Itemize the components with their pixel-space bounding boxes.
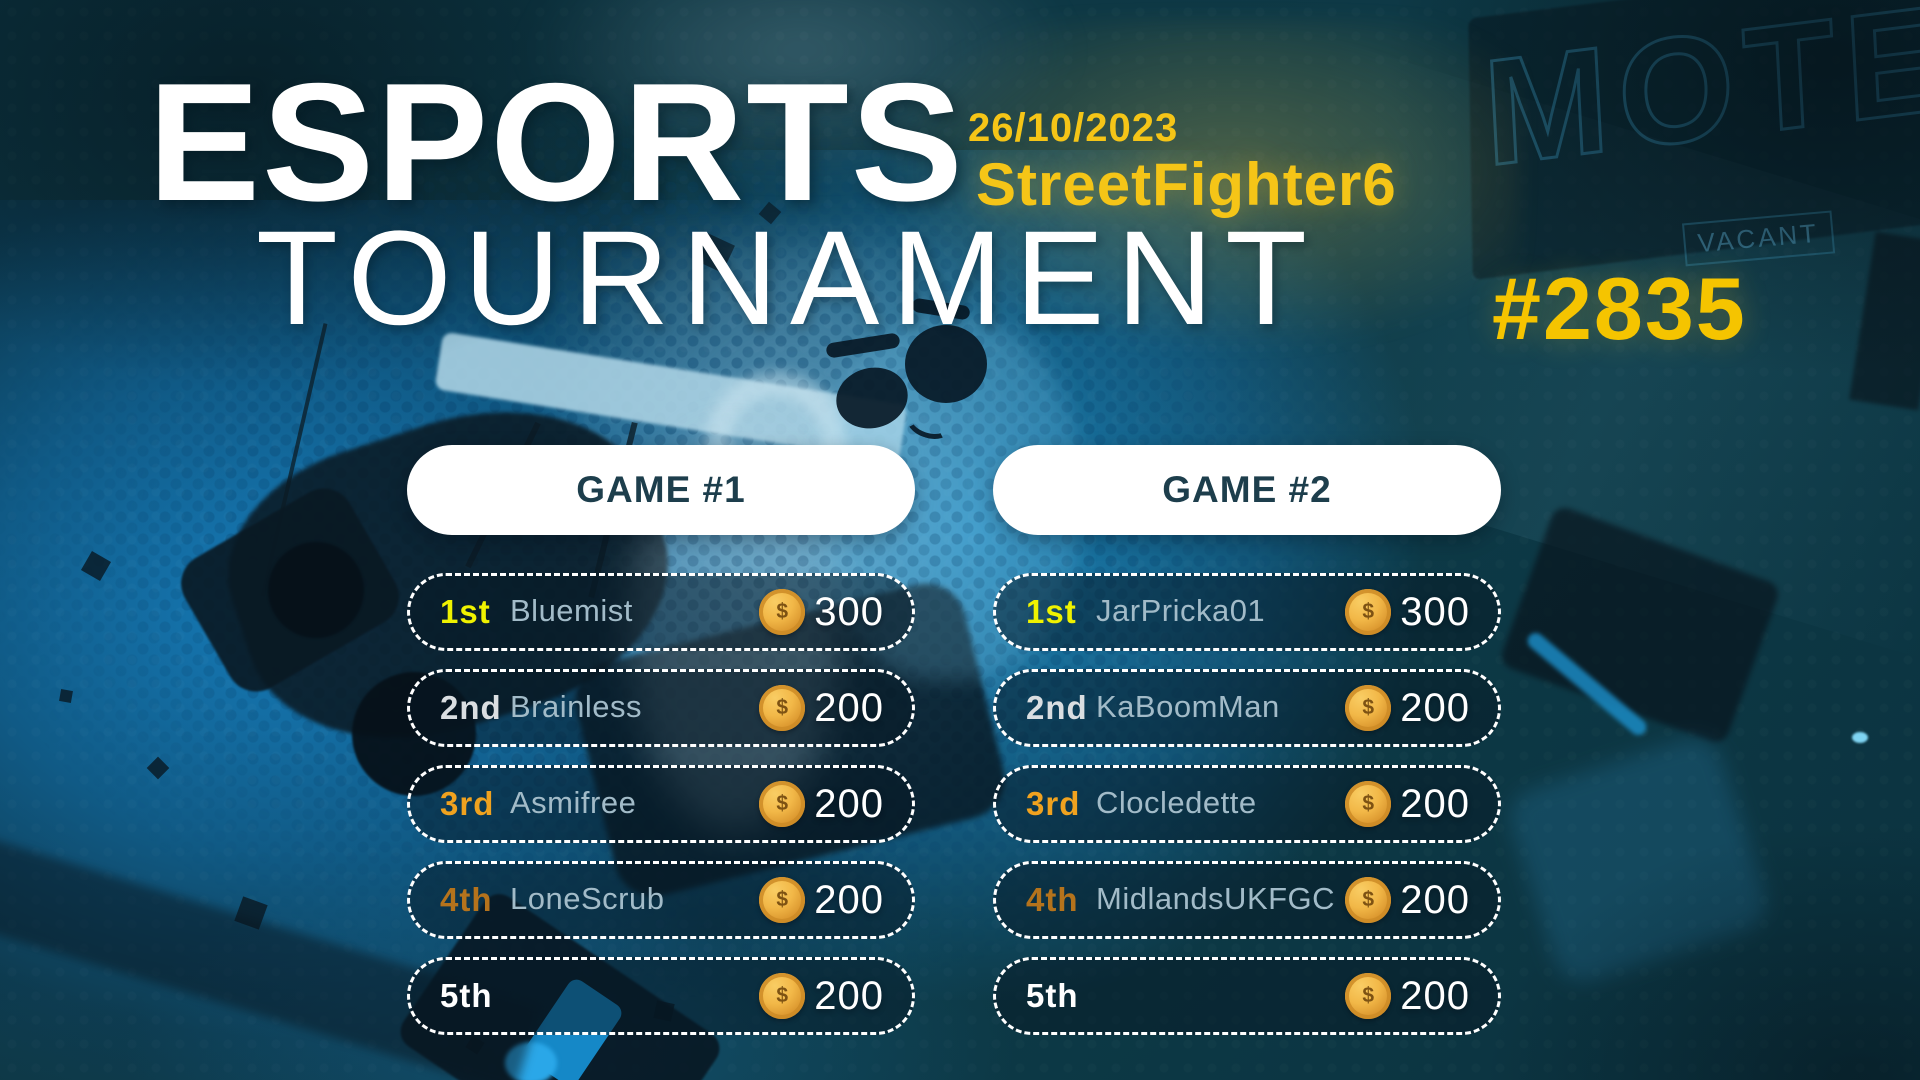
jeep-wheel — [268, 542, 364, 638]
game-2-header-label: GAME #2 — [1162, 469, 1332, 510]
debris — [80, 550, 112, 582]
player-name: JarPricka01 — [1096, 593, 1266, 628]
rank-label: 4th — [440, 881, 493, 918]
light-dot — [1852, 732, 1868, 743]
rank-label: 2nd — [440, 689, 502, 726]
game-1-panel: GAME #1 1st Bluemist $ 300 2nd Brainless… — [407, 445, 915, 1045]
rank-label: 4th — [1026, 881, 1079, 918]
result-row: 1st JarPricka01 $ 300 — [993, 573, 1501, 651]
prize: $ 200 — [1345, 960, 1470, 1032]
sign-pole — [1849, 231, 1920, 411]
figure-frown — [902, 401, 956, 445]
dollar-glyph: $ — [776, 984, 789, 1007]
prize: $ 200 — [1345, 672, 1470, 744]
right-side-shape — [1498, 504, 1782, 746]
prize: $ 200 — [759, 672, 884, 744]
rank-label: 2nd — [1026, 689, 1088, 726]
prize: $ 200 — [1345, 768, 1470, 840]
result-row: 3rd Asmifree $ 200 — [407, 765, 915, 843]
prize: $ 200 — [759, 864, 884, 936]
prize-amount: 300 — [814, 589, 884, 634]
result-row: 1st Bluemist $ 300 — [407, 573, 915, 651]
player-name: Asmifree — [510, 785, 637, 820]
tournament-date: 26/10/2023 — [968, 106, 1179, 150]
prize-amount: 200 — [1400, 685, 1470, 730]
coin-icon: $ — [759, 781, 806, 827]
figure-goggle-icon — [829, 360, 915, 436]
dollar-glyph: $ — [1362, 984, 1375, 1007]
player-name: LoneScrub — [510, 881, 665, 916]
result-row: 2nd KaBoomMan $ 200 — [993, 669, 1501, 747]
prize-amount: 200 — [814, 973, 884, 1018]
dollar-glyph: $ — [776, 696, 789, 719]
game-1-header: GAME #1 — [407, 445, 915, 535]
player-name: Clocledette — [1096, 785, 1257, 820]
dollar-glyph: $ — [1362, 600, 1375, 623]
vignette — [1480, 820, 1920, 1080]
rank-label: 1st — [440, 593, 491, 630]
prize: $ 200 — [1345, 864, 1470, 936]
result-row: 4th LoneScrub $ 200 — [407, 861, 915, 939]
debris — [146, 756, 170, 780]
player-name: Bluemist — [510, 593, 633, 628]
rank-label: 3rd — [440, 785, 495, 822]
game-2-panel: GAME #2 1st JarPricka01 $ 300 2nd KaBoom… — [993, 445, 1501, 1045]
game-1-header-label: GAME #1 — [576, 469, 746, 510]
result-row: 5th $ 200 — [993, 957, 1501, 1035]
prize-amount: 200 — [814, 781, 884, 826]
player-name: MidlandsUKFGC — [1096, 881, 1336, 916]
blue-streak — [1524, 629, 1650, 739]
rank-label: 5th — [440, 977, 493, 1014]
dollar-glyph: $ — [1362, 792, 1375, 815]
coin-icon: $ — [759, 877, 806, 923]
motel-sign-text: MOTEL — [1478, 0, 1920, 199]
coin-icon: $ — [759, 685, 806, 731]
game-title: StreetFighter6 — [976, 151, 1397, 218]
result-row: 5th $ 200 — [407, 957, 915, 1035]
prize-amount: 200 — [1400, 781, 1470, 826]
faint-machine-shape — [1502, 730, 1774, 990]
tournament-number: #2835 — [1492, 259, 1747, 358]
coin-icon: $ — [1345, 781, 1392, 827]
coin-icon: $ — [1345, 589, 1392, 635]
coin-icon: $ — [1345, 877, 1392, 923]
rank-label: 1st — [1026, 593, 1077, 630]
coin-icon: $ — [1345, 685, 1392, 731]
coin-icon: $ — [1345, 973, 1392, 1019]
result-row: 4th MidlandsUKFGC $ 200 — [993, 861, 1501, 939]
result-row: 3rd Clocledette $ 200 — [993, 765, 1501, 843]
coin-icon: $ — [759, 589, 806, 635]
coin-icon: $ — [759, 973, 806, 1019]
prize-amount: 200 — [1400, 973, 1470, 1018]
rank-label: 5th — [1026, 977, 1079, 1014]
dollar-glyph: $ — [776, 792, 789, 815]
dollar-glyph: $ — [776, 600, 789, 623]
prize: $ 200 — [759, 768, 884, 840]
prize: $ 200 — [759, 960, 884, 1032]
debris — [59, 689, 73, 703]
blue-blob — [505, 1042, 557, 1080]
dollar-glyph: $ — [1362, 696, 1375, 719]
poster-title-line2: TOURNAMENT — [256, 204, 1319, 353]
prize-amount: 300 — [1400, 589, 1470, 634]
prize: $ 300 — [1345, 576, 1470, 648]
dollar-glyph: $ — [1362, 888, 1375, 911]
result-row: 2nd Brainless $ 200 — [407, 669, 915, 747]
player-name: Brainless — [510, 689, 642, 724]
prize-amount: 200 — [1400, 877, 1470, 922]
poster-title-line1: ESPORTS — [148, 48, 965, 236]
game-2-header: GAME #2 — [993, 445, 1501, 535]
player-name: KaBoomMan — [1096, 689, 1280, 724]
rank-label: 3rd — [1026, 785, 1081, 822]
debris — [234, 896, 268, 930]
prize-amount: 200 — [814, 877, 884, 922]
dollar-glyph: $ — [776, 888, 789, 911]
prize-amount: 200 — [814, 685, 884, 730]
motel-sign-box — [1468, 0, 1920, 281]
jeep-hood — [170, 477, 410, 703]
crane-cable — [260, 323, 328, 597]
prize: $ 300 — [759, 576, 884, 648]
